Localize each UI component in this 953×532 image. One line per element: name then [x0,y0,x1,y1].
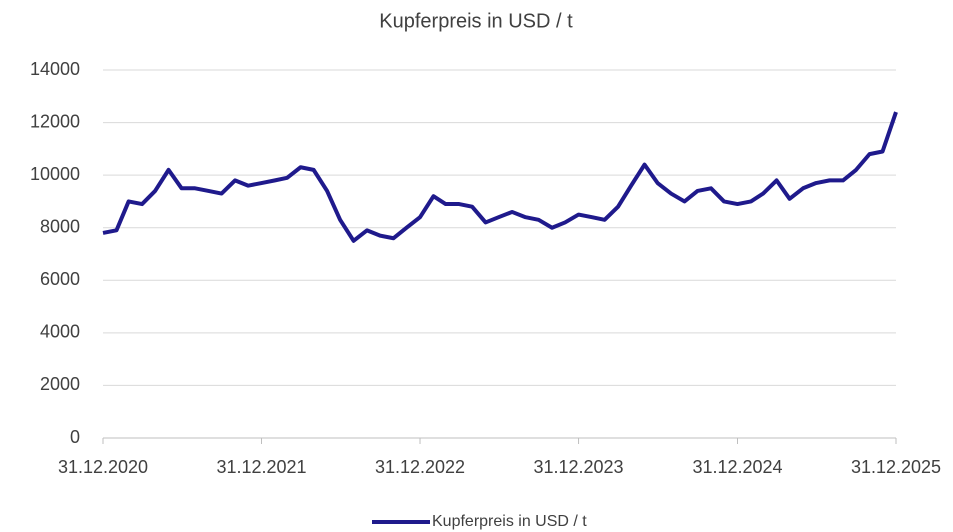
x-tick-label: 31.12.2022 [375,457,465,477]
y-tick-label: 0 [70,427,80,447]
y-tick-label: 6000 [40,269,80,289]
y-tick-label: 2000 [40,374,80,394]
y-tick-label: 10000 [30,164,80,184]
x-tick-label: 31.12.2024 [692,457,782,477]
y-tick-label: 12000 [30,111,80,131]
x-tick-label: 31.12.2020 [58,457,148,477]
y-tick-label: 4000 [40,322,80,342]
legend-label: Kupferpreis in USD / t [432,513,587,530]
chart-title: Kupferpreis in USD / t [379,10,573,32]
data-line [102,111,898,243]
x-tick-label: 31.12.2021 [216,457,306,477]
x-tick-label: 31.12.2025 [851,457,941,477]
y-tick-label: 8000 [40,216,80,236]
y-tick-label: 14000 [30,59,80,79]
x-tick-label: 31.12.2023 [533,457,623,477]
